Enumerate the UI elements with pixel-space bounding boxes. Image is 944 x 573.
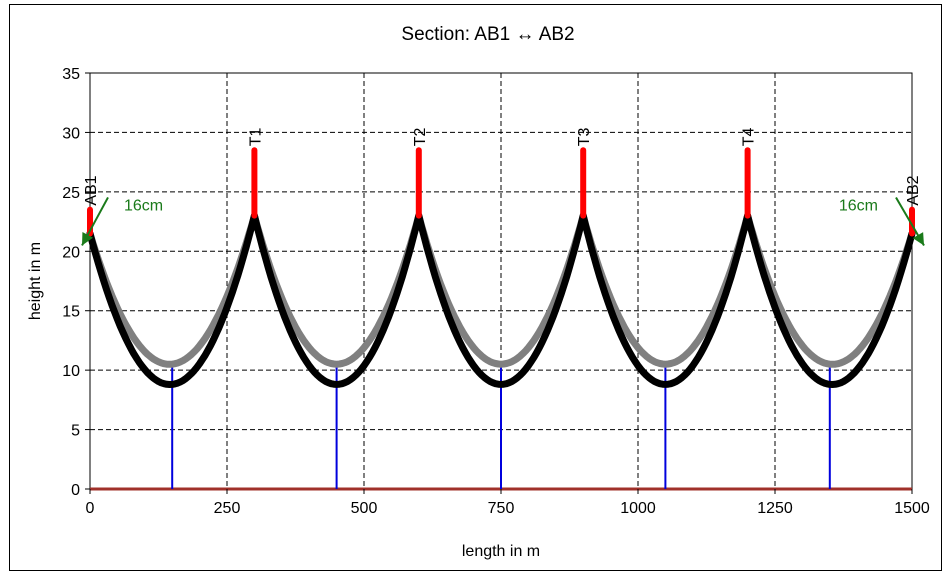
annotation-arrow-head: [912, 232, 924, 246]
annotation-label: 16cm: [839, 197, 878, 214]
tower-label-t2: T2: [412, 127, 429, 146]
annotation-label: 16cm: [124, 197, 163, 214]
tick-labels: 0 250 500 750 1000 1250 1500 0 5 10 15 20 25 30 35: [62, 66, 930, 517]
y-tick-label: 5: [71, 423, 80, 440]
y-tick-label: 25: [62, 185, 80, 202]
cable-curve-hot: [86, 212, 916, 368]
x-tick-label: 250: [214, 500, 241, 517]
chart-title: Section: AB1 ↔ AB2: [401, 24, 574, 45]
y-tick-label: 10: [62, 363, 80, 380]
tower-label-t3: T3: [576, 127, 593, 146]
y-tick-label: 20: [62, 244, 80, 261]
x-tick-label: 1250: [757, 500, 793, 517]
annotations: 16cm 16cm: [81, 196, 925, 246]
cable-curves: [86, 212, 916, 388]
y-axis-label: height in m: [27, 242, 44, 320]
x-axis-label: length in m: [462, 543, 540, 560]
annotation-arrow-head: [82, 232, 93, 246]
y-tick-label: 0: [71, 482, 80, 499]
cable-curve-cold: [86, 212, 916, 388]
y-tick-label: 15: [62, 304, 80, 321]
x-tick-label: 750: [488, 500, 515, 517]
x-tick-label: 500: [351, 500, 378, 517]
tower-label-t1: T1: [247, 127, 264, 146]
x-tick-label: 0: [86, 500, 95, 517]
x-tick-label: 1000: [620, 500, 656, 517]
y-tick-label: 35: [62, 66, 80, 83]
y-tick-label: 30: [62, 125, 80, 142]
tower-label-ab1: AB1: [83, 175, 100, 205]
x-tick-label: 1500: [894, 500, 930, 517]
tower-label-ab2: AB2: [905, 175, 922, 205]
tower-label-t4: T4: [741, 127, 758, 146]
